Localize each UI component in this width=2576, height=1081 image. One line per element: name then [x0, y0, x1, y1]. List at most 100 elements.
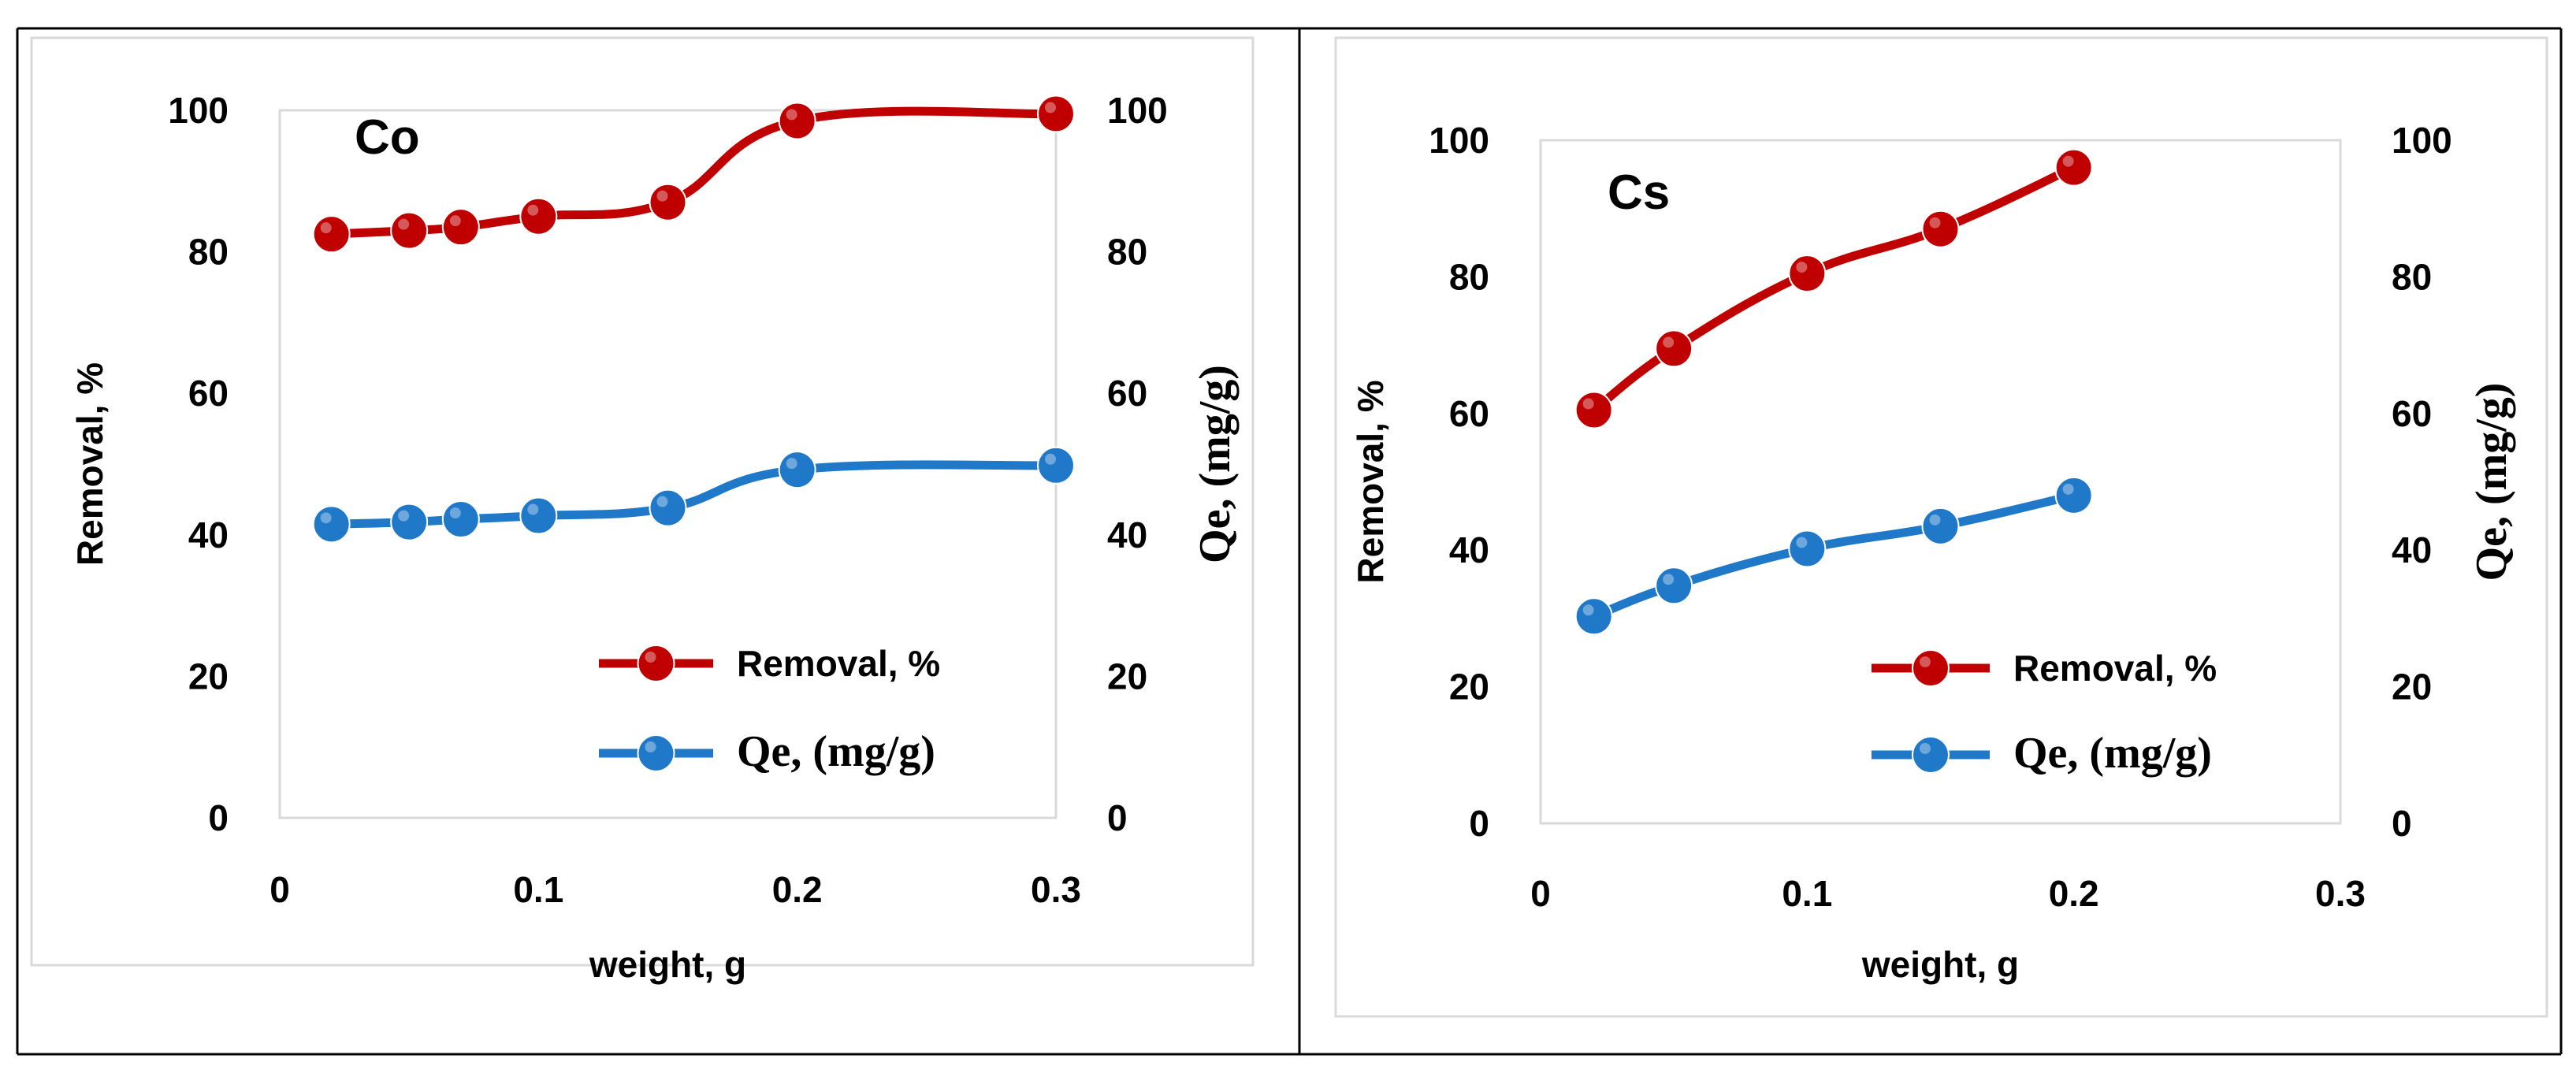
data-point-removal-highlight — [1796, 262, 1808, 273]
x-tick-label: 0.1 — [513, 869, 563, 910]
y-tick-label-left: 0 — [1469, 803, 1489, 844]
data-point-removal-highlight — [398, 218, 410, 230]
x-tick-label: 0 — [269, 869, 290, 910]
x-tick-label: 0.3 — [2315, 873, 2366, 914]
y-tick-label-right: 20 — [1107, 656, 1147, 697]
data-point-qe — [1037, 446, 1075, 485]
legend-marker-removal — [1912, 649, 1950, 687]
data-point-qe — [778, 451, 816, 489]
y-tick-label-right: 40 — [2392, 529, 2432, 570]
data-point-removal-highlight — [320, 222, 332, 234]
y-tick-label-left: 100 — [168, 90, 229, 131]
y-tick-label-left: 60 — [1449, 393, 1489, 434]
legend-label-qe: Qe, (mg/g) — [737, 727, 935, 776]
data-point-qe-highlight — [1796, 537, 1808, 548]
legend-label-removal: Removal, % — [737, 643, 940, 684]
data-point-removal-highlight — [2062, 155, 2074, 167]
data-point-removal — [1037, 95, 1075, 133]
y-tick-label-right: 80 — [2392, 256, 2432, 297]
y-tick-label-right: 40 — [1107, 514, 1147, 555]
legend-marker-removal-highlight — [1920, 656, 1931, 667]
legend-marker-removal — [637, 645, 675, 682]
legend-marker-qe — [1912, 736, 1950, 774]
legend-marker-qe-highlight — [645, 741, 656, 752]
x-tick-label: 0.3 — [1031, 869, 1081, 910]
data-point-removal-highlight — [1582, 398, 1594, 410]
data-point-qe — [649, 488, 687, 527]
data-point-removal — [390, 211, 429, 250]
data-point-qe-highlight — [449, 507, 461, 519]
data-point-qe — [1921, 507, 1960, 545]
x-tick-label: 0.2 — [2049, 873, 2099, 914]
data-point-qe — [390, 503, 429, 541]
series-line-removal — [327, 106, 1061, 239]
data-point-removal — [1921, 210, 1960, 248]
y-axis-title-left: Removal, % — [69, 362, 110, 566]
y-tick-label-right: 0 — [2392, 803, 2412, 844]
chart-panel-co: Co 0 0.1 0.2 0.3 0 20 40 60 80 100 0 20 40 60 80 100 weig… — [30, 36, 1255, 985]
data-point-qe — [519, 496, 558, 535]
y-axis-title-right: Qe, (mg/g) — [1191, 365, 1240, 563]
data-point-removal — [778, 102, 816, 140]
y-tick-label-right: 100 — [1107, 90, 1168, 131]
panel-label: Cs — [1608, 165, 1670, 220]
y-axis-title-right: Qe, (mg/g) — [2467, 383, 2516, 581]
legend-marker-qe-highlight — [1920, 743, 1931, 754]
data-point-removal-highlight — [1929, 217, 1941, 228]
data-point-removal — [519, 197, 558, 236]
data-point-removal — [441, 208, 480, 247]
x-axis-title: weight, g — [1861, 944, 2019, 985]
data-point-qe-highlight — [786, 458, 797, 470]
data-point-qe-highlight — [527, 503, 539, 515]
y-tick-label-left: 20 — [1449, 667, 1489, 708]
data-point-qe-highlight — [398, 510, 410, 522]
y-tick-label-right: 80 — [1107, 232, 1147, 273]
data-point-qe-highlight — [320, 512, 332, 524]
legend-label-qe: Qe, (mg/g) — [2013, 729, 2212, 778]
data-point-qe-highlight — [2062, 483, 2074, 495]
x-tick-label: 0.1 — [1782, 873, 1832, 914]
data-point-removal — [312, 215, 351, 254]
chart-panel-cs: Cs 0 0.1 0.2 0.3 0 20 40 60 80 100 0 20 40 60 80 100 weig… — [1334, 36, 2548, 1018]
y-tick-label-left: 60 — [188, 373, 229, 414]
y-tick-label-right: 20 — [2392, 667, 2432, 708]
legend-marker-removal-highlight — [645, 652, 656, 663]
data-point-qe-highlight — [656, 496, 668, 507]
legend-marker-qe — [637, 734, 675, 772]
data-point-removal — [2054, 148, 2093, 187]
legend-label-removal: Removal, % — [2013, 648, 2217, 689]
y-tick-label-left: 80 — [188, 232, 229, 273]
data-point-removal — [1655, 329, 1693, 368]
chart-area-border — [30, 36, 1255, 967]
data-point-qe-highlight — [1045, 453, 1056, 465]
chart-area-border — [1334, 36, 2548, 1018]
data-point-removal — [1788, 254, 1827, 293]
x-axis-title: weight, g — [589, 944, 746, 985]
data-point-qe — [441, 500, 480, 539]
data-point-removal-highlight — [1045, 102, 1056, 113]
data-point-removal — [649, 183, 687, 221]
data-point-removal-highlight — [449, 215, 461, 227]
series-line-qe — [327, 460, 1061, 529]
y-tick-label-left: 100 — [1429, 120, 1489, 161]
data-point-removal-highlight — [656, 190, 668, 202]
panel-label: Co — [355, 110, 420, 165]
plot-area-border — [1539, 139, 2342, 825]
data-point-qe — [312, 505, 351, 544]
y-tick-label-left: 80 — [1449, 256, 1489, 297]
data-point-removal-highlight — [527, 204, 539, 216]
data-point-qe — [1574, 597, 1613, 636]
y-tick-label-left: 40 — [1449, 529, 1489, 570]
y-tick-label-left: 20 — [188, 656, 229, 697]
data-point-qe — [1788, 529, 1827, 568]
data-point-qe-highlight — [1929, 514, 1941, 526]
y-tick-label-right: 0 — [1107, 797, 1128, 838]
data-point-qe — [2054, 476, 2093, 514]
y-tick-label-right: 60 — [2392, 393, 2432, 434]
data-point-removal-highlight — [1663, 336, 1675, 348]
data-point-qe — [1655, 567, 1693, 605]
data-point-removal — [1574, 391, 1613, 429]
data-point-qe-highlight — [1663, 574, 1675, 585]
y-tick-label-left: 0 — [208, 797, 229, 838]
